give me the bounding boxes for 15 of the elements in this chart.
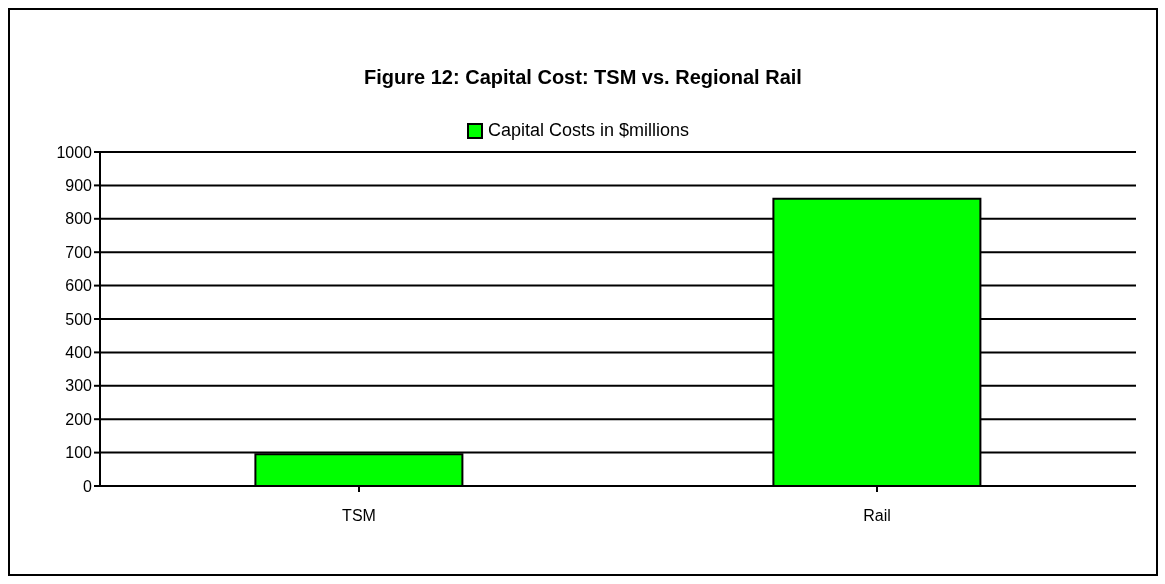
y-tick-label: 600: [65, 277, 93, 295]
y-tick-label: 400: [65, 344, 93, 362]
y-tick-label: 0: [83, 477, 93, 495]
y-tick-label: 900: [65, 177, 93, 195]
chart-title: Figure 12: Capital Cost: TSM vs. Regional Rail: [363, 66, 803, 90]
x-tick-label: Rail: [863, 507, 891, 525]
x-tick-label: TSM: [342, 507, 376, 525]
y-tick-label: 100: [65, 444, 93, 462]
y-tick-label: 500: [65, 310, 93, 328]
y-tick-label: 1000: [56, 143, 93, 161]
y-tick-label: 800: [65, 210, 93, 228]
y-tick-label: 300: [65, 377, 93, 395]
y-tick-label: 200: [65, 410, 93, 428]
y-tick-label: 700: [65, 243, 93, 261]
legend-label: Capital Costs in $millions: [458, 120, 698, 141]
